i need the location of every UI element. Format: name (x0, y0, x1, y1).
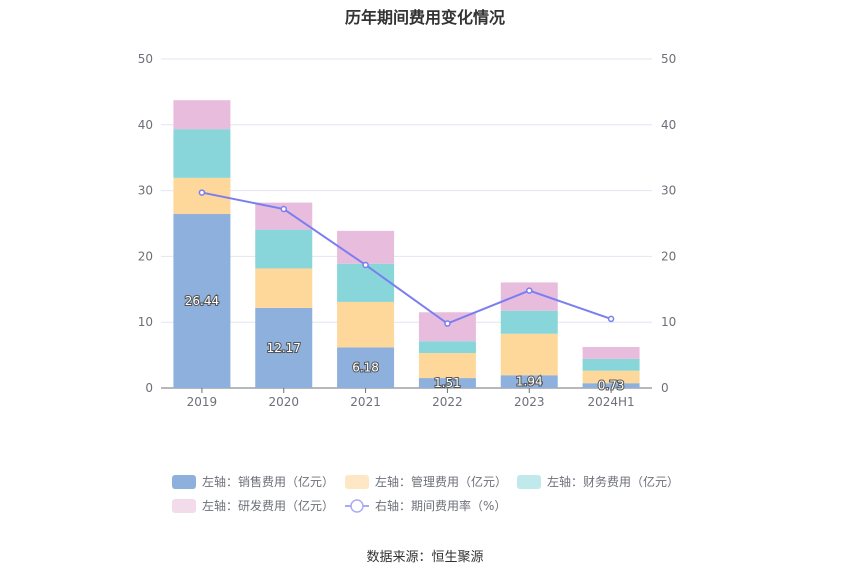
right-tick-label: 30 (661, 184, 676, 198)
bar-segment[interactable] (582, 383, 640, 388)
bar-segment[interactable] (173, 100, 231, 130)
right-tick-label: 40 (661, 118, 676, 132)
bar-segment[interactable] (418, 378, 476, 388)
legend-item[interactable]: 右轴：期间费用率（%） (345, 498, 506, 513)
x-axis-ticks: 2019 2020 2021 2022 2023 2024H1 (187, 388, 635, 409)
bar-segment[interactable] (255, 229, 313, 269)
bar-segment[interactable] (173, 129, 231, 178)
bar-segment[interactable] (337, 263, 395, 302)
right-tick-label: 0 (661, 381, 669, 395)
grid-lines (161, 58, 652, 389)
bar-series (173, 100, 640, 388)
left-tick-label: 30 (138, 184, 153, 198)
x-tick-label: 2022 (432, 395, 463, 409)
legend-swatch (172, 499, 196, 513)
bar-segment[interactable] (500, 333, 558, 376)
expense-ratio-line (201, 191, 612, 325)
bar-segment[interactable] (418, 353, 476, 379)
bar-segment[interactable] (337, 347, 395, 388)
line-point[interactable] (444, 320, 451, 327)
bar-segment[interactable] (337, 230, 395, 264)
left-axis-ticks: 0 10 20 30 40 50 (138, 52, 153, 395)
bar-segment[interactable] (337, 301, 395, 348)
bar-segment[interactable] (500, 310, 558, 334)
line-point[interactable] (607, 315, 615, 323)
line-point[interactable] (198, 189, 206, 196)
legend: 左轴：销售费用（亿元） 左轴：管理费用（亿元） 左轴：财务费用（亿元） 左轴：研发费用… (172, 474, 679, 513)
legend-item[interactable]: 左轴：销售费用（亿元） (172, 474, 334, 489)
legend-label: 左轴：研发费用（亿元） (202, 498, 334, 513)
right-tick-label: 50 (661, 52, 676, 66)
right-axis-ticks: 0 10 20 30 40 50 (661, 52, 676, 395)
legend-swatch (517, 475, 541, 489)
left-tick-label: 40 (138, 118, 153, 132)
source-note: 数据来源：恒生聚源 (366, 550, 484, 565)
line-point[interactable] (526, 287, 533, 294)
left-tick-label: 20 (138, 249, 153, 263)
bar-value-label: 0.73 (598, 379, 625, 393)
legend-label: 左轴：管理费用（亿元） (375, 474, 507, 489)
bar-segment[interactable] (582, 347, 640, 359)
left-tick-label: 10 (138, 315, 153, 329)
bar-segment[interactable] (582, 370, 640, 384)
line-point[interactable] (362, 261, 369, 269)
legend-item[interactable]: 左轴：管理费用（亿元） (345, 474, 507, 489)
left-tick-label: 50 (138, 52, 153, 66)
bar-value-label: 12.17 (267, 341, 301, 355)
bar-segment[interactable] (255, 268, 313, 308)
legend-item[interactable]: 左轴：研发费用（亿元） (172, 498, 334, 513)
x-tick-label: 2024H1 (587, 395, 634, 409)
legend-swatch (172, 475, 196, 489)
x-tick-label: 2020 (268, 395, 299, 409)
bar-segment[interactable] (173, 214, 231, 388)
right-tick-label: 20 (661, 249, 676, 263)
bar-segment[interactable] (255, 307, 313, 388)
line-point[interactable] (280, 205, 287, 213)
legend-label: 左轴：销售费用（亿元） (202, 474, 334, 489)
legend-item[interactable]: 左轴：财务费用（亿元） (517, 474, 679, 489)
bar-value-label: 1.51 (434, 376, 461, 390)
bar-data-labels: 26.44 12.17 6.18 1.51 1.94 0.73 (184, 293, 626, 394)
right-tick-label: 10 (661, 315, 676, 329)
bar-value-label: 1.94 (516, 375, 543, 389)
bar-segment[interactable] (418, 341, 476, 354)
bar-value-label: 6.18 (352, 361, 379, 375)
line-series (198, 189, 615, 327)
x-tick-label: 2021 (350, 395, 381, 409)
left-tick-label: 0 (145, 381, 153, 395)
chart-title: 历年期间费用变化情况 (344, 8, 505, 27)
x-tick-label: 2019 (187, 395, 218, 409)
legend-label: 右轴：期间费用率（%） (375, 498, 506, 513)
legend-swatch-marker (350, 499, 364, 513)
bar-segment[interactable] (582, 358, 640, 371)
x-tick-label: 2023 (514, 395, 545, 409)
bar-value-label: 26.44 (185, 294, 219, 308)
legend-swatch (345, 475, 369, 489)
legend-label: 左轴：财务费用（亿元） (547, 474, 679, 489)
bar-segment[interactable] (500, 375, 558, 388)
